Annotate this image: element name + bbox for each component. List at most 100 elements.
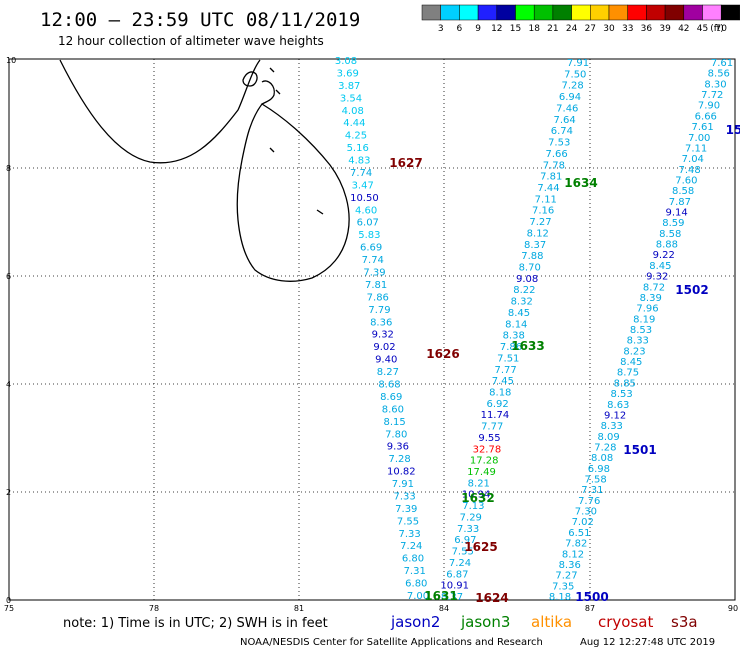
wave-height-label: 7.86: [367, 292, 389, 303]
wave-height-label: 6.92: [486, 399, 508, 410]
wave-height-label: 8.12: [562, 549, 584, 560]
wave-height-label: 7.86: [500, 342, 522, 353]
wave-height-label: 8.33: [627, 336, 649, 347]
legend-label: 18: [528, 24, 540, 34]
pass-number-label: 1633: [511, 339, 544, 353]
pass-number-label: 1625: [464, 540, 497, 554]
legend-swatch: [552, 4, 572, 21]
wave-height-label: 7.82: [565, 539, 587, 550]
wave-height-label: 8.36: [559, 560, 581, 571]
wave-height-label: 8.53: [630, 325, 652, 336]
lon-tick-label: 87: [585, 604, 595, 613]
wave-height-label: 8.09: [597, 432, 619, 443]
pass-number-label: 1632: [461, 491, 494, 505]
wave-height-label: 8.14: [505, 319, 527, 330]
wave-height-label: 8.45: [649, 261, 671, 272]
wave-height-label: 8.27: [377, 367, 399, 378]
wave-height-label: 7.48: [678, 165, 700, 176]
wave-height-label: 8.23: [623, 346, 645, 357]
wave-height-label: 7.60: [675, 176, 697, 187]
wave-height-label: 8.45: [508, 308, 530, 319]
legend-label: 24: [566, 24, 578, 34]
wave-height-label: 8.39: [640, 293, 662, 304]
wave-height-label: 32.78: [473, 444, 502, 455]
pass-number-label: 15: [726, 123, 740, 137]
wave-height-label: 6.69: [360, 243, 382, 254]
wave-height-label: 3.54: [340, 93, 362, 104]
legend-label: 3: [438, 24, 444, 34]
wave-height-label: 7.31: [581, 485, 603, 496]
wave-height-label: 6.80: [405, 579, 427, 590]
legend-swatch: [571, 4, 591, 21]
wave-height-label: 8.85: [614, 378, 636, 389]
wave-height-label: 7.00: [407, 591, 429, 602]
wave-height-label: 7.78: [543, 160, 565, 171]
wave-height-label: 7.46: [556, 103, 578, 114]
wave-height-label: 6.07: [357, 218, 379, 229]
wave-height-label: 9.36: [387, 442, 409, 453]
lat-tick-label: 2: [6, 488, 11, 497]
legend-label: 27: [585, 24, 596, 34]
wave-height-label: 7.81: [540, 172, 562, 183]
footer-timestamp: Aug 12 12:27:48 UTC 2019: [580, 637, 715, 648]
wave-height-label: 8.58: [672, 186, 694, 197]
pass-number-label: 1634: [564, 176, 597, 190]
wave-height-label: 9.14: [665, 208, 687, 219]
wave-height-label: 7.28: [594, 443, 616, 454]
legend-label: 33: [622, 24, 633, 34]
wave-height-label: 9.55: [478, 433, 500, 444]
lon-tick-label: 84: [439, 604, 449, 613]
wave-height-label: 8.88: [656, 240, 678, 251]
legend-swatch: [702, 4, 722, 21]
legend-label: 12: [491, 24, 502, 34]
lon-tick-label: 81: [294, 604, 304, 613]
lat-tick-label: 4: [6, 380, 11, 389]
wave-height-label: 8.19: [633, 314, 655, 325]
legend-label: 36: [641, 24, 653, 34]
wave-height-label: 5.16: [347, 143, 369, 154]
wave-height-label: 8.37: [441, 592, 463, 603]
wave-height-label: 8.45: [620, 357, 642, 368]
wave-height-label: 7.28: [388, 454, 410, 465]
wave-height-label: 8.70: [519, 263, 541, 274]
lat-tick-label: 8: [6, 164, 11, 173]
wave-height-label: 8.15: [383, 417, 405, 428]
wave-height-label: 17.28: [470, 456, 499, 467]
wave-height-label: 7.66: [545, 149, 567, 160]
lat-tick-label: 0: [6, 596, 11, 605]
wave-height-label: 6.66: [695, 111, 717, 122]
legend-swatch: [608, 4, 628, 21]
latitude-labels: 0 2 4 6 8 10: [6, 56, 16, 605]
legend-unit: (ft): [710, 24, 724, 34]
wave-height-label: 6.97: [454, 535, 476, 546]
wave-height-label: 7.24: [400, 541, 422, 552]
wave-height-label: 6.74: [551, 126, 573, 137]
wave-height-label: 8.30: [704, 79, 726, 90]
wave-height-label: 7.39: [363, 268, 385, 279]
legend-label: 15: [510, 24, 521, 34]
legend-label: 42: [678, 24, 689, 34]
wave-height-label: 4.08: [342, 106, 364, 117]
pass-number-label: 1627: [389, 156, 422, 170]
pass-number-label: 1624: [475, 591, 508, 605]
wave-height-label: 7.02: [572, 517, 594, 528]
wave-height-label: 7.74: [350, 168, 372, 179]
map-frame: [8, 58, 736, 601]
wave-height-label: 7.91: [392, 479, 414, 490]
wave-height-label: 7.79: [368, 305, 390, 316]
wave-height-label: 7.33: [398, 529, 420, 540]
wave-height-label: 7.16: [532, 206, 554, 217]
wave-height-label: 8.68: [378, 380, 400, 391]
wave-height-label: 8.58: [659, 229, 681, 240]
lat-tick-label: 6: [6, 272, 11, 281]
wave-height-label: 7.64: [553, 115, 575, 126]
wave-height-label: 9.22: [653, 250, 675, 261]
wave-height-label: 8.08: [591, 453, 613, 464]
wave-height-label: 8.18: [549, 592, 571, 603]
wave-height-label: 7.81: [365, 280, 387, 291]
wave-height-label: 7.87: [669, 197, 691, 208]
wave-height-label: 7.55: [397, 516, 419, 527]
wave-height-label: 7.28: [561, 81, 583, 92]
satellite-name-cryosat: cryosat: [598, 613, 653, 631]
wave-height-label: 7.74: [362, 255, 384, 266]
